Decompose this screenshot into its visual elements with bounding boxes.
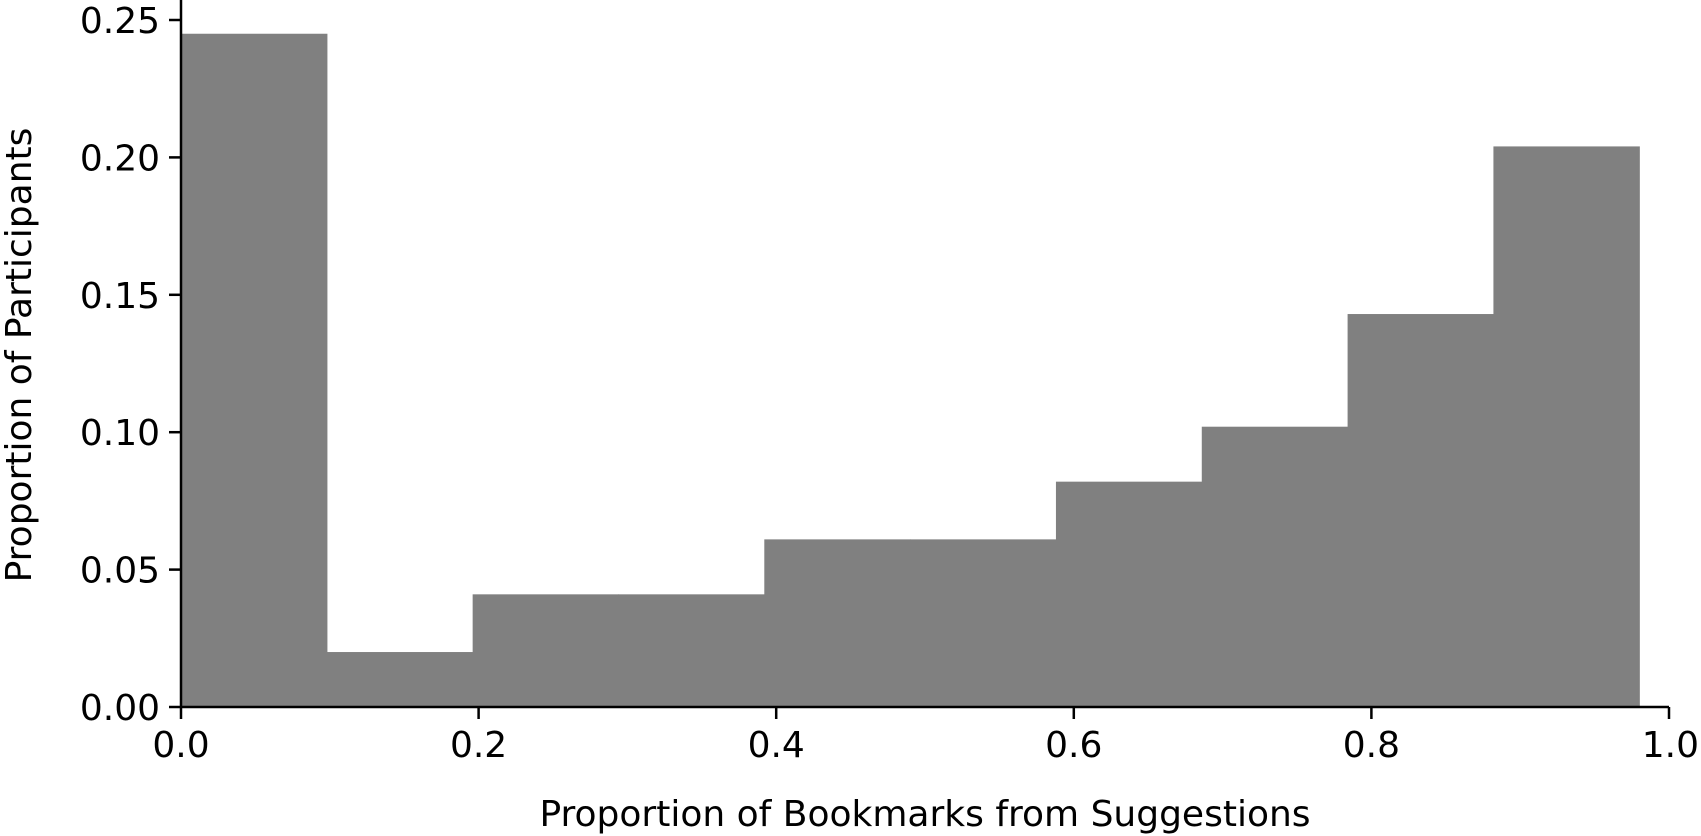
y-tick-label: 0.10 [80, 413, 160, 454]
histogram-bar-6 [910, 539, 1057, 707]
histogram-bar-10 [1493, 146, 1640, 707]
histogram-bar-4 [618, 594, 765, 707]
x-tick-label: 0.2 [450, 725, 507, 766]
x-tick-label: 0.8 [1343, 725, 1400, 766]
y-tick-label: 0.20 [80, 138, 160, 179]
y-tick-label: 0.00 [80, 688, 160, 729]
y-axis-ticks: 0.00 0.05 0.10 0.15 0.20 0.25 [80, 1, 181, 729]
x-tick-label: 1.0 [1642, 725, 1699, 766]
x-axis-ticks: 0.0 0.2 0.4 0.6 0.8 1.0 [152, 707, 1699, 766]
histogram-bar-8 [1201, 426, 1349, 707]
x-axis-label: Proportion of Bookmarks from Suggestions [539, 794, 1310, 835]
histogram-bars [181, 33, 1640, 708]
histogram-bar-1 [181, 33, 328, 708]
histogram-bar-7 [1055, 481, 1203, 707]
histogram-bar-2 [326, 652, 474, 707]
y-tick-label: 0.05 [80, 551, 160, 592]
histogram-bar-9 [1347, 314, 1495, 707]
y-tick-label: 0.25 [80, 1, 160, 42]
y-axis-label: Proportion of Participants [0, 128, 40, 583]
x-tick-label: 0.0 [152, 725, 209, 766]
histogram-bar-3 [472, 594, 620, 707]
x-tick-label: 0.6 [1045, 725, 1102, 766]
x-tick-label: 0.4 [748, 725, 805, 766]
y-tick-label: 0.15 [80, 276, 160, 317]
histogram-bar-5 [764, 539, 911, 707]
